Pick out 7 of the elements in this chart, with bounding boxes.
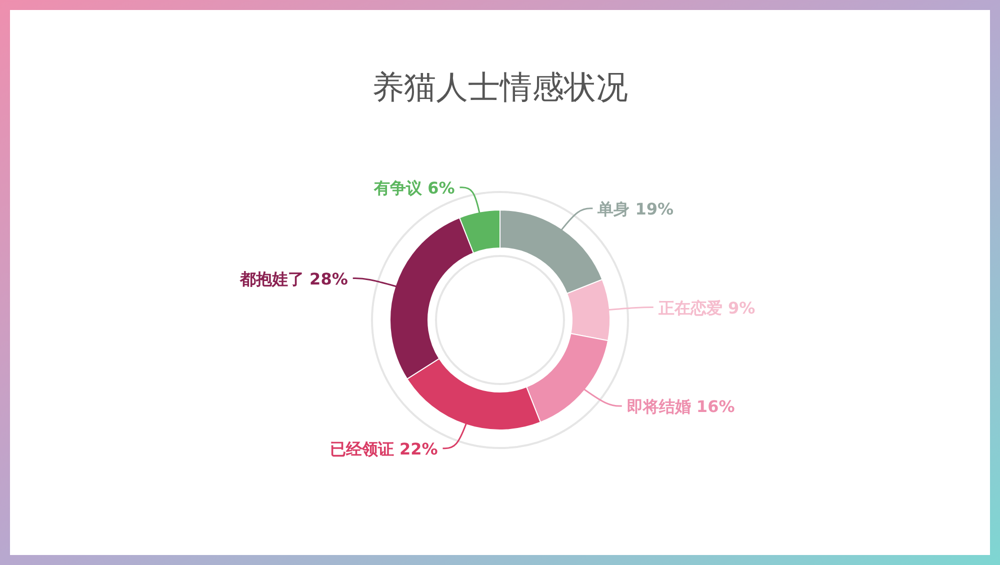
slice-label: 单身 19%: [596, 199, 674, 218]
slice-label: 有争议 6%: [373, 178, 455, 198]
slice-label: 已经领证 22%: [330, 439, 438, 458]
slice-label: 即将结婚 16%: [626, 397, 735, 416]
chart-title: 养猫人士情感状况: [372, 68, 628, 106]
slice-label: 正在恋爱 9%: [657, 298, 756, 318]
slice-label: 都抱娃了 28%: [238, 269, 348, 288]
